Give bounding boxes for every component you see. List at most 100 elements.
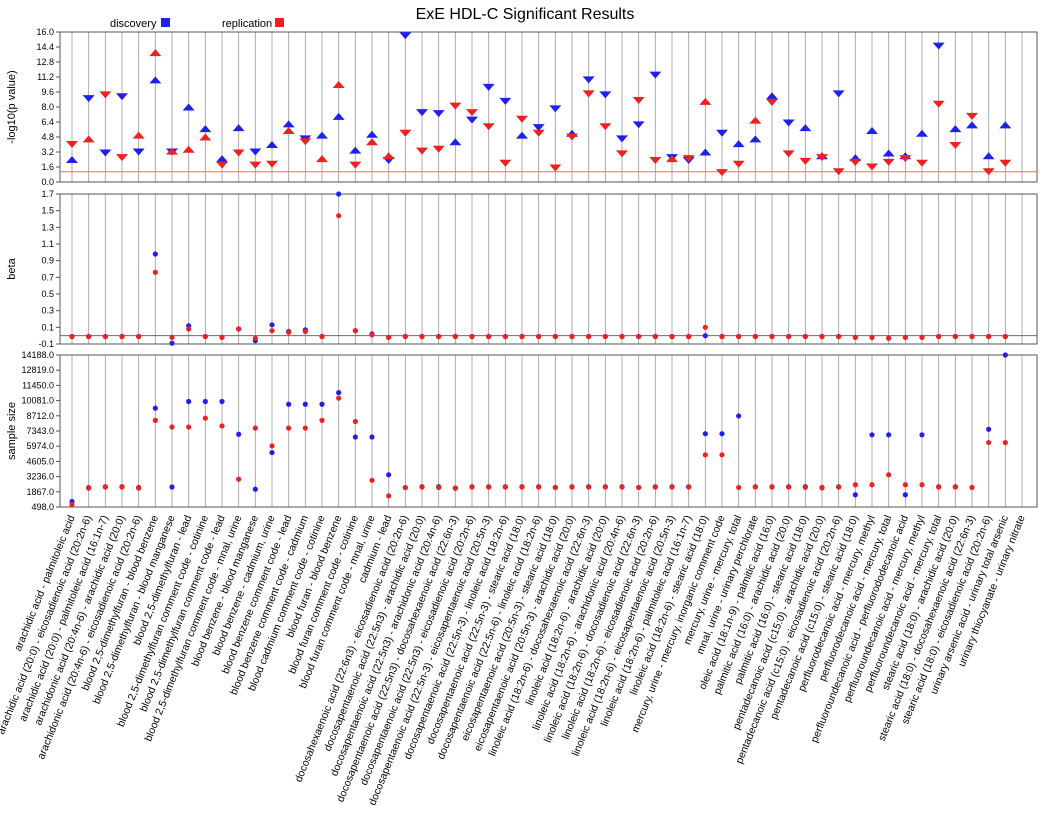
discovery-point	[986, 426, 992, 432]
discovery-point	[766, 92, 778, 100]
discovery-point	[886, 432, 892, 438]
replication-point	[649, 156, 662, 164]
replication-point	[802, 484, 808, 491]
discovery-point	[302, 401, 308, 407]
replication-point	[402, 333, 408, 340]
discovery-point	[702, 333, 708, 339]
replication-point	[499, 159, 512, 167]
discovery-point	[252, 486, 258, 492]
replication-point	[686, 333, 692, 340]
replication-point	[399, 129, 412, 137]
discovery-point	[399, 32, 412, 40]
replication-point	[336, 213, 342, 219]
discovery-point	[582, 76, 595, 84]
replication-point	[882, 158, 895, 166]
replication-point	[582, 90, 595, 98]
replication-point	[199, 133, 212, 141]
replication-point	[219, 334, 225, 340]
replication-point	[999, 159, 1012, 167]
replication-point	[552, 484, 558, 491]
y-tick-label: 0.1	[41, 322, 54, 332]
discovery-point	[532, 124, 545, 132]
replication-point	[952, 484, 958, 490]
replication-point	[982, 168, 995, 176]
panel-1: 0.0 1.6 3.2 4.8 6.4 8.0 9.6 11.2 12.8 14.4 16.0 -lo…	[6, 27, 1038, 187]
replication-point	[419, 484, 425, 490]
replication-point	[319, 417, 325, 423]
discovery-point	[269, 322, 275, 328]
discovery-point	[916, 129, 928, 137]
replication-point	[269, 328, 275, 334]
discovery-point	[286, 401, 292, 407]
discovery-point	[699, 148, 712, 156]
replication-point	[519, 333, 525, 340]
replication-point	[99, 91, 112, 99]
replication-point	[519, 484, 525, 490]
replication-point	[816, 154, 828, 162]
replication-point	[749, 116, 762, 124]
replication-point	[182, 145, 195, 153]
replication-point	[886, 472, 892, 478]
replication-point	[1002, 439, 1008, 446]
replication-point	[802, 333, 808, 340]
replication-point	[152, 417, 158, 423]
discovery-point	[349, 146, 362, 154]
discovery-point	[549, 105, 562, 113]
replication-point	[102, 333, 108, 340]
replication-point	[286, 425, 292, 431]
replication-point	[116, 154, 128, 162]
discovery-point	[999, 121, 1012, 129]
replication-point	[466, 109, 478, 117]
replication-point	[886, 335, 892, 341]
replication-point	[266, 160, 278, 168]
discovery-point	[416, 109, 428, 117]
y-axis-label: sample size	[6, 402, 18, 460]
discovery-point	[736, 413, 742, 419]
y-tick-label: 8712.0	[26, 411, 54, 421]
replication-point	[132, 131, 145, 139]
discovery-point	[216, 155, 228, 163]
y-tick-label: 1.1	[41, 239, 54, 249]
replication-point	[969, 333, 975, 340]
y-tick-label: 498.0	[31, 502, 54, 512]
replication-point	[536, 333, 542, 340]
replication-point	[919, 334, 925, 340]
replication-point	[86, 485, 92, 491]
replication-point	[166, 147, 178, 155]
discovery-point	[82, 95, 95, 103]
panel-3: 498.0 1867.0 3236.0 4605.0 5974.0 7343.0 8712.…	[6, 350, 1038, 512]
replication-point	[552, 333, 558, 340]
replication-point	[832, 168, 845, 176]
replication-point	[502, 333, 508, 340]
replication-point	[586, 333, 592, 340]
replication-point	[786, 484, 792, 490]
x-tick-labels: arachidic acid - palmitoleic acidarachid…	[0, 513, 1028, 807]
replication-point	[102, 484, 108, 490]
discovery-point	[152, 405, 158, 411]
replication-point	[202, 415, 208, 421]
discovery-point	[919, 432, 925, 438]
replication-point	[852, 482, 858, 488]
discovery-point	[169, 484, 175, 490]
replication-point	[302, 425, 308, 431]
panels: 0.0 1.6 3.2 4.8 6.4 8.0 9.6 11.2 12.8 14.4 16.0 -lo…	[6, 27, 1038, 512]
discovery-point	[282, 120, 295, 128]
replication-point	[482, 123, 495, 131]
discovery-point	[336, 191, 342, 197]
replication-point	[419, 333, 425, 340]
replication-point	[252, 335, 258, 341]
discovery-point	[616, 135, 628, 143]
replication-point	[319, 333, 325, 340]
y-tick-label: 0.7	[41, 272, 54, 282]
replication-point	[936, 484, 942, 490]
discovery-point	[449, 138, 462, 146]
y-axis-label: beta	[6, 257, 18, 279]
discovery-point	[219, 398, 225, 405]
replication-point	[432, 145, 445, 153]
replication-point	[302, 328, 308, 335]
y-tick-label: 8.0	[41, 102, 54, 112]
discovery-point	[516, 131, 528, 139]
discovery-point	[949, 125, 962, 133]
y-tick-label: 6.4	[41, 117, 54, 127]
